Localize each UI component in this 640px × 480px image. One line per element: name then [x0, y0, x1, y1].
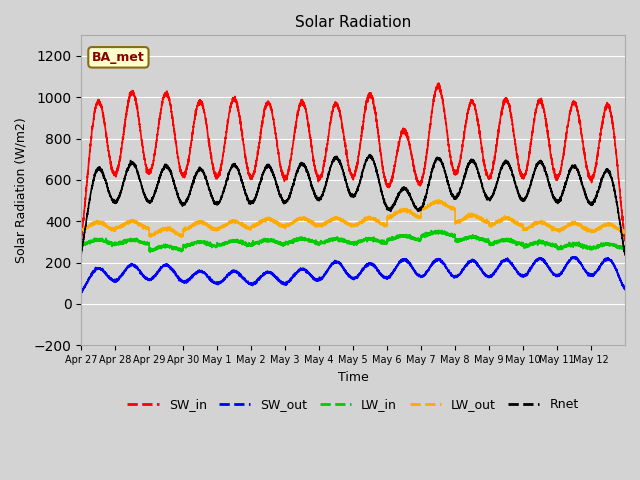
LW_in	[403, 235, 410, 240]
LW_out	[621, 228, 629, 233]
SW_out	[621, 287, 629, 292]
Line: SW_out: SW_out	[81, 257, 625, 293]
SW_out	[543, 261, 551, 266]
SW_in	[529, 128, 537, 133]
Line: LW_out: LW_out	[81, 200, 625, 237]
SW_out	[78, 290, 86, 296]
Rnet	[621, 252, 629, 258]
LW_out	[190, 222, 198, 228]
LW_out	[77, 227, 85, 232]
LW_out	[502, 216, 510, 222]
LW_out	[373, 217, 381, 223]
LW_in	[502, 235, 510, 241]
SW_in	[403, 130, 410, 135]
Legend: SW_in, SW_out, LW_in, LW_out, Rnet: SW_in, SW_out, LW_in, LW_out, Rnet	[122, 394, 584, 417]
LW_in	[190, 240, 198, 246]
Title: Solar Radiation: Solar Radiation	[295, 15, 412, 30]
LW_in	[373, 237, 381, 243]
SW_in	[373, 124, 381, 130]
X-axis label: Time: Time	[338, 371, 369, 384]
LW_in	[147, 250, 154, 255]
LW_in	[621, 245, 629, 251]
LW_out	[403, 207, 410, 213]
SW_in	[502, 96, 510, 102]
SW_in	[190, 120, 198, 126]
LW_out	[543, 224, 551, 229]
LW_in	[543, 241, 551, 247]
LW_out	[529, 220, 537, 226]
SW_in	[621, 238, 629, 243]
LW_out	[435, 197, 443, 203]
SW_in	[435, 80, 443, 86]
Rnet	[529, 174, 537, 180]
Text: BA_met: BA_met	[92, 51, 145, 64]
Rnet	[190, 177, 198, 183]
SW_out	[529, 262, 537, 267]
SW_out	[373, 267, 381, 273]
Rnet	[502, 159, 510, 165]
Line: LW_in: LW_in	[81, 230, 625, 252]
SW_out	[403, 256, 410, 262]
Line: SW_in: SW_in	[81, 83, 625, 240]
SW_in	[77, 236, 85, 242]
Rnet	[373, 170, 381, 176]
Y-axis label: Solar Radiation (W/m2): Solar Radiation (W/m2)	[15, 118, 28, 263]
SW_in	[543, 125, 551, 131]
SW_out	[77, 288, 85, 294]
Line: Rnet: Rnet	[81, 155, 625, 255]
LW_in	[435, 228, 442, 233]
LW_out	[177, 234, 185, 240]
Rnet	[403, 186, 410, 192]
SW_out	[502, 258, 510, 264]
Rnet	[543, 173, 551, 179]
SW_out	[190, 271, 198, 277]
LW_in	[77, 241, 85, 247]
SW_out	[572, 254, 579, 260]
Rnet	[77, 249, 85, 255]
LW_in	[529, 241, 537, 247]
Rnet	[367, 152, 374, 157]
